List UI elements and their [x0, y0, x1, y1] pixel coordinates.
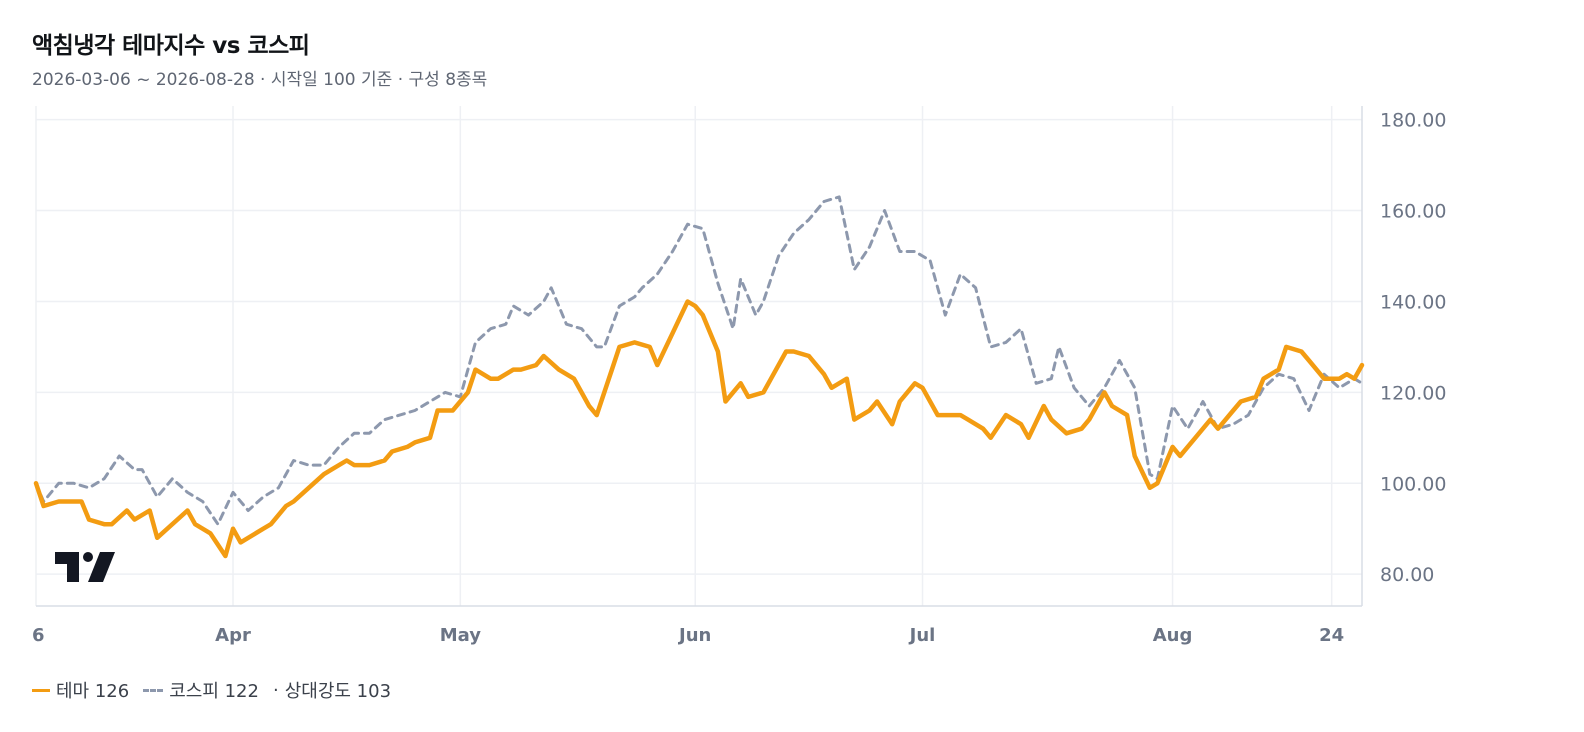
chart-title: 액침냉각 테마지수 vs 코스피 [32, 33, 310, 59]
y-tick-label: 140.00 [1380, 291, 1446, 313]
grid-lines [35, 106, 1362, 606]
x-tick-label: Jun [677, 625, 711, 646]
x-tick-label: Aug [1153, 625, 1193, 646]
series-layer [33, 195, 1365, 559]
legend-kospi-label: 코스피 122 [169, 681, 259, 702]
kospi-line-swatch [143, 688, 164, 692]
legend-relative-label: 상대강도 103 [284, 681, 392, 702]
tradingview-logo-icon[interactable] [55, 552, 115, 582]
legend-dot: · [272, 679, 279, 701]
x-tick-label: Apr [215, 625, 251, 646]
y-tick-label: 180.00 [1380, 110, 1446, 132]
legend-item-theme[interactable]: 테마 126 [32, 677, 129, 703]
x-tick-label: Jul [908, 625, 936, 646]
theme-line-swatch [32, 688, 50, 692]
y-tick-label: 80.00 [1380, 564, 1434, 586]
y-tick-label: 160.00 [1380, 201, 1446, 223]
chart-subtitle: 2026-03-06 ~ 2026-08-28 · 시작일 100 기준 · 구… [32, 70, 488, 90]
theme-series-line[interactable] [33, 299, 1365, 559]
legend-theme-label: 테마 126 [56, 681, 130, 702]
x-tick-label: 6 [32, 625, 45, 646]
legend-item-relative: · 상대강도 103 [273, 677, 391, 703]
x-tick-label: May [440, 625, 482, 646]
axes: 80.00 100.00 120.00 140.00 160.00 180.00 6 Apr M… [32, 106, 1446, 646]
x-tick-label: 24 [1319, 625, 1344, 646]
legend: 테마 126 코스피 122 · 상대강도 103 [32, 677, 405, 703]
legend-item-kospi[interactable]: 코스피 122 [143, 677, 259, 703]
y-tick-label: 120.00 [1380, 382, 1446, 404]
kospi-series-line[interactable] [34, 195, 1364, 526]
chart-svg[interactable]: 80.00 100.00 120.00 140.00 160.00 180.00 6 Apr M… [0, 0, 1584, 672]
y-tick-label: 100.00 [1380, 473, 1446, 495]
